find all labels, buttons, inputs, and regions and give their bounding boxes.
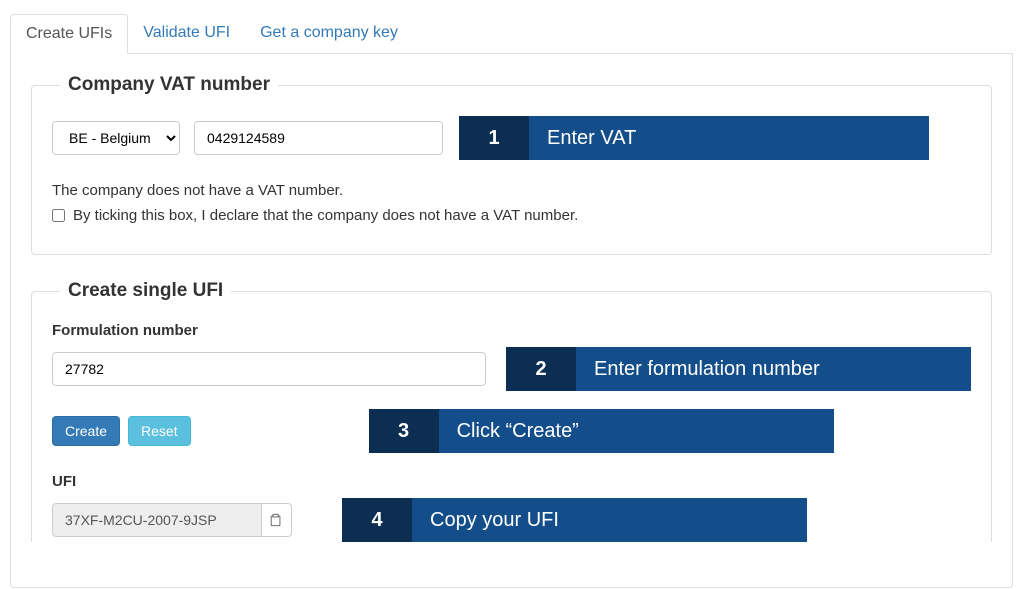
copy-ufi-button[interactable] <box>261 503 292 537</box>
callout-2-num: 2 <box>506 347 576 391</box>
nav-tabs: Create UFIs Validate UFI Get a company k… <box>10 14 1013 54</box>
tab-validate-ufi[interactable]: Validate UFI <box>128 14 245 53</box>
callout-3: 3 Click “Create” <box>369 409 834 453</box>
ufi-label: UFI <box>52 473 971 490</box>
vat-input[interactable] <box>194 121 443 155</box>
tab-company-key[interactable]: Get a company key <box>245 14 413 53</box>
vat-fieldset: Company VAT number BE - Belgium 1 Enter … <box>31 74 992 255</box>
no-vat-text: The company does not have a VAT number. <box>52 182 971 199</box>
no-vat-checkbox[interactable] <box>52 209 65 222</box>
tab-panel-create: Company VAT number BE - Belgium 1 Enter … <box>10 54 1013 588</box>
clipboard-icon <box>269 513 283 527</box>
create-ufi-legend: Create single UFI <box>60 280 231 302</box>
reset-button[interactable]: Reset <box>128 416 191 446</box>
formulation-input[interactable] <box>52 352 486 386</box>
formulation-label: Formulation number <box>52 322 971 339</box>
callout-2-text: Enter formulation number <box>576 347 971 391</box>
callout-4-num: 4 <box>342 498 412 542</box>
callout-1-text: Enter VAT <box>529 116 929 160</box>
callout-4: 4 Copy your UFI <box>342 498 807 542</box>
create-ufi-fieldset: Create single UFI Formulation number 2 E… <box>31 280 992 542</box>
callout-1-num: 1 <box>459 116 529 160</box>
callout-1: 1 Enter VAT <box>459 116 929 160</box>
callout-3-text: Click “Create” <box>439 409 834 453</box>
create-button[interactable]: Create <box>52 416 120 446</box>
callout-4-text: Copy your UFI <box>412 498 807 542</box>
tab-create-ufis[interactable]: Create UFIs <box>10 14 128 54</box>
country-select[interactable]: BE - Belgium <box>52 121 180 155</box>
vat-legend: Company VAT number <box>60 74 278 96</box>
no-vat-checkbox-label: By ticking this box, I declare that the … <box>73 207 578 224</box>
ufi-output <box>52 503 261 537</box>
callout-2: 2 Enter formulation number <box>506 347 971 391</box>
callout-3-num: 3 <box>369 409 439 453</box>
